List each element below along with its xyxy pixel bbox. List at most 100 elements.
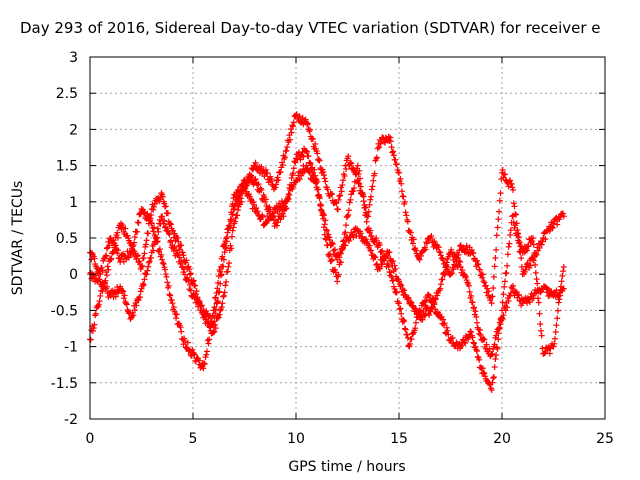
scatter-point-s2 <box>531 249 538 256</box>
scatter-point-s2 <box>312 175 319 182</box>
scatter-point-s2 <box>223 234 230 241</box>
scatter-point-s2 <box>551 335 558 342</box>
scatter-point-s2 <box>387 272 394 279</box>
scatter-point-s1 <box>265 217 272 224</box>
scatter-point-s2 <box>494 345 501 352</box>
scatter-point-s2 <box>180 341 187 348</box>
scatter-point-s2 <box>478 365 485 372</box>
scatter-point-s0 <box>104 263 111 270</box>
scatter-point-s2 <box>557 292 564 299</box>
scatter-point-s2 <box>203 351 210 358</box>
scatter-point-s0 <box>426 235 433 241</box>
scatter-point-s0 <box>140 255 147 262</box>
scatter-point-s0 <box>187 270 194 277</box>
scatter-point-s0 <box>554 221 561 228</box>
scatter-point-s2 <box>462 339 469 346</box>
scatter-point-s0 <box>512 211 519 218</box>
scatter-point-s2 <box>219 253 226 260</box>
scatter-point-s2 <box>476 356 483 363</box>
scatter-point-s2 <box>248 174 255 181</box>
scatter-point-s0 <box>293 111 299 118</box>
scatter-point-s2 <box>313 177 320 184</box>
scatter-point-s2 <box>550 343 557 350</box>
scatter-point-s1 <box>160 220 167 227</box>
scatter-point-s2 <box>441 320 448 327</box>
scatter-point-s2 <box>529 235 536 241</box>
scatter-point-s0 <box>496 208 503 215</box>
scatter-point-s2 <box>102 253 109 260</box>
y-tick-label: -2 <box>64 412 78 428</box>
scatter-point-s2 <box>559 272 566 279</box>
scatter-point-s2 <box>160 260 167 267</box>
scatter-point-s1 <box>167 237 174 244</box>
scatter-point-s1 <box>117 285 124 292</box>
scatter-point-s0 <box>546 227 553 234</box>
scatter-point-s1 <box>143 271 150 278</box>
scatter-point-s2 <box>512 222 519 229</box>
scatter-point-s2 <box>390 277 397 284</box>
scatter-point-s0 <box>374 145 381 152</box>
scatter-point-s2 <box>168 297 175 304</box>
y-tick-label: 1 <box>69 195 78 211</box>
x-tick-label: 25 <box>596 431 614 447</box>
scatter-point-s2 <box>323 242 330 249</box>
scatter-point-s0 <box>489 293 496 300</box>
scatter-point-s0 <box>490 285 497 292</box>
scatter-point-s0 <box>366 201 373 208</box>
scatter-point-s0 <box>344 155 351 162</box>
scatter-point-s0 <box>321 175 328 182</box>
scatter-point-s0 <box>388 144 395 151</box>
scatter-point-s0 <box>338 188 345 195</box>
scatter-point-s0 <box>323 184 330 191</box>
scatter-point-s1 <box>141 276 148 283</box>
scatter-point-s2 <box>535 299 542 306</box>
scatter-point-s2 <box>402 326 409 333</box>
scatter-point-s2 <box>373 235 380 242</box>
scatter-point-s2 <box>554 307 561 314</box>
scatter-point-s2 <box>304 148 311 155</box>
scatter-point-s2 <box>340 238 347 245</box>
scatter-point-s2 <box>165 282 172 289</box>
scatter-point-s0 <box>226 260 233 267</box>
scatter-point-s2 <box>328 257 335 264</box>
scatter-point-s0 <box>186 266 193 273</box>
scatter-point-s2 <box>173 315 180 322</box>
scatter-point-s2 <box>515 230 522 237</box>
scatter-point-s0 <box>385 133 392 140</box>
scatter-point-s1 <box>107 292 114 299</box>
scatter-point-s0 <box>231 220 238 227</box>
scatter-point-s2 <box>255 181 262 188</box>
scatter-point-s2 <box>329 256 336 263</box>
scatter-point-s2 <box>114 250 121 257</box>
scatter-point-s0 <box>365 213 372 220</box>
scatter-point-s0 <box>431 238 438 245</box>
scatter-point-s2 <box>554 315 561 322</box>
scatter-point-s2 <box>470 339 477 346</box>
scatter-point-s0 <box>499 166 506 173</box>
scatter-point-s1 <box>452 255 459 262</box>
scatter-point-s0 <box>217 307 224 314</box>
scatter-point-s1 <box>526 299 533 306</box>
scatter-point-s2 <box>447 336 454 343</box>
y-tick-label: -1 <box>64 340 78 356</box>
scatter-point-s2 <box>357 175 364 182</box>
scatter-point-s1 <box>148 254 155 261</box>
scatter-point-s2 <box>311 166 318 173</box>
scatter-point-s1 <box>476 327 483 334</box>
scatter-point-s2 <box>252 176 259 183</box>
scatter-point-s0 <box>439 255 446 262</box>
scatter-point-s2 <box>491 364 498 371</box>
scatter-point-s2 <box>396 300 402 307</box>
scatter-point-s1 <box>178 258 185 265</box>
scatter-point-s2 <box>147 217 154 224</box>
scatter-point-s0 <box>369 183 376 190</box>
scatter-point-s2 <box>223 235 230 242</box>
scatter-point-s0 <box>145 230 152 237</box>
scatter-point-s1 <box>488 350 495 357</box>
scatter-point-s2 <box>393 289 400 296</box>
scatter-point-s2 <box>488 387 495 394</box>
scatter-point-s0 <box>97 292 104 299</box>
scatter-point-s2 <box>472 343 479 350</box>
scatter-point-s0 <box>406 227 413 234</box>
scatter-point-s0 <box>518 255 525 262</box>
